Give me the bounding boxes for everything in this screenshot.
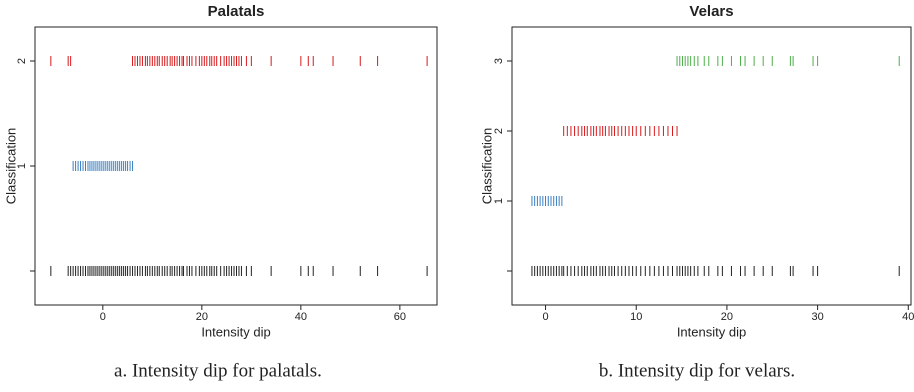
x-axis-label: Intensity dip <box>677 324 746 339</box>
x-axis-label: Intensity dip <box>201 324 270 339</box>
plot-frame <box>34 26 438 306</box>
plot-frame <box>511 26 912 306</box>
caption: a. Intensity dip for palatals. <box>114 360 322 381</box>
x-tick-label: 10 <box>630 311 642 323</box>
x-tick-label: 60 <box>394 311 406 323</box>
x-tick-label: 0 <box>100 311 106 323</box>
y-axis-label: Classification <box>479 128 494 205</box>
x-tick-label: 20 <box>721 311 733 323</box>
y-tick-label: 3 <box>493 58 505 64</box>
chart-title: Velars <box>689 3 733 20</box>
y-tick-label: 1 <box>16 163 28 169</box>
x-tick-label: 30 <box>811 311 823 323</box>
caption: b. Intensity dip for velars. <box>599 360 795 381</box>
y-tick-label: 1 <box>493 198 505 204</box>
x-tick-label: 0 <box>542 311 548 323</box>
y-tick-label: 2 <box>16 58 28 64</box>
y-tick-label: 2 <box>493 128 505 134</box>
y-axis-label: Classification <box>3 128 18 205</box>
chart-title: Palatals <box>208 3 265 20</box>
x-tick-label: 40 <box>902 311 914 323</box>
x-tick-label: 40 <box>295 311 307 323</box>
x-tick-label: 20 <box>196 311 208 323</box>
